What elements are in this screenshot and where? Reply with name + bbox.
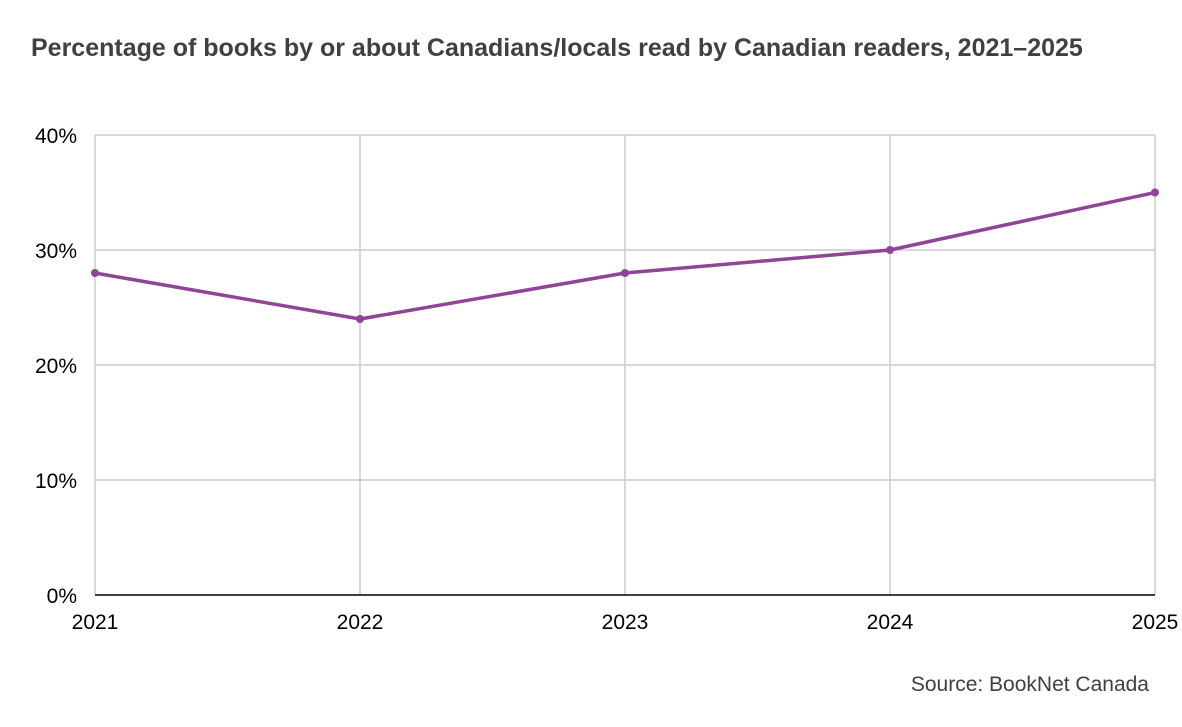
x-tick-label: 2021 [72, 611, 119, 634]
y-tick-label: 40% [35, 125, 77, 148]
y-axis-tick-labels: 0% 10% 20% 30% 40% [35, 125, 77, 608]
x-tick-label: 2025 [1132, 611, 1179, 634]
data-point [356, 315, 364, 323]
horizontal-gridlines [95, 134, 1155, 481]
y-tick-label: 10% [35, 470, 77, 493]
x-tick-label: 2024 [867, 611, 914, 634]
x-tick-label: 2022 [337, 611, 384, 634]
x-tick-label: 2023 [602, 611, 649, 634]
y-tick-label: 30% [35, 240, 77, 263]
x-axis-tick-labels: 2021 2022 2023 2024 2025 [72, 611, 1179, 634]
y-tick-label: 20% [35, 355, 77, 378]
source-note: Source: BookNet Canada [910, 673, 1149, 696]
data-series [91, 188, 1159, 323]
data-point [621, 269, 629, 277]
chart-title: Percentage of books by or about Canadian… [31, 34, 1083, 62]
data-point [91, 269, 99, 277]
y-tick-label: 0% [47, 585, 77, 608]
data-point [1151, 188, 1159, 197]
data-point [886, 246, 894, 254]
